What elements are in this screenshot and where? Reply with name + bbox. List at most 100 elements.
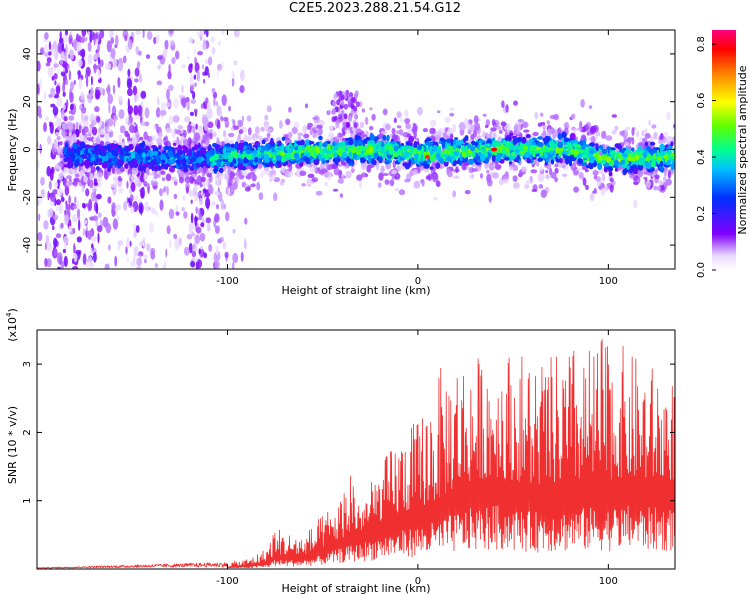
spectrogram-cell-1114 — [68, 131, 72, 137]
spectrogram-cell-551 — [144, 201, 149, 212]
spectrogram-cell-1743 — [344, 129, 351, 134]
spectrogram-cell-1320 — [371, 113, 376, 121]
spectrogram-cell-547 — [73, 242, 76, 254]
spectrogram-cell-2414 — [128, 173, 131, 178]
spectrogram-cell-1158 — [611, 130, 617, 135]
spectrogram-cell-2341 — [156, 127, 160, 133]
spectrogram-cell-1124 — [264, 114, 269, 121]
spectrogram-cell-1865 — [222, 130, 227, 138]
spectrogram-cell-1008 — [359, 178, 363, 188]
spectrogram-cell-801 — [55, 233, 62, 239]
spectrogram-cell-358 — [167, 70, 172, 80]
spectrogram-cell-562 — [194, 215, 198, 227]
spectrogram-cell-2725 — [340, 109, 345, 116]
spectrogram-cell-2340 — [162, 187, 166, 193]
spectrogram-cell-2677 — [332, 100, 337, 107]
spectrogram-cell-1466 — [550, 172, 557, 179]
spectrogram-cell-2600 — [84, 167, 92, 173]
spectrogram-cell-1755 — [666, 111, 671, 121]
spectrogram-cell-4419 — [373, 136, 380, 141]
spectrogram-cell-126 — [85, 188, 90, 197]
spectrogram-cell-1678 — [260, 126, 265, 132]
spectrogram-cell-4634 — [106, 143, 111, 151]
spectrogram-cell-4474 — [265, 164, 271, 168]
spectrogram-cell-2279 — [482, 130, 486, 138]
spectrogram-cell-455 — [81, 30, 87, 37]
spectrogram-cell-770 — [136, 257, 142, 267]
spectrogram-cell-1107 — [601, 173, 606, 182]
spectrogram-cell-785 — [106, 84, 111, 96]
spectrogram-cell-2716 — [343, 113, 348, 120]
spectrogram-cell-2250 — [75, 173, 80, 178]
spectrogram-cell-636 — [80, 36, 86, 43]
spectrogram-cell-253 — [221, 94, 227, 106]
spectrogram-cell-1127 — [491, 172, 499, 179]
spectrogram-cell-189 — [202, 96, 205, 102]
spectrogram-cell-2613 — [228, 179, 233, 187]
spectrogram-cell-707 — [155, 34, 160, 44]
spectrogram-cell-2095 — [143, 175, 148, 180]
spectrogram-cell-1383 — [288, 106, 292, 113]
spectrogram-cell-1267 — [225, 124, 229, 128]
spectrogram-cell-777 — [217, 238, 223, 244]
spectrogram-cell-1780 — [176, 136, 180, 146]
spectrogram-cell-671 — [240, 69, 245, 82]
spectrogram-cell-2471 — [337, 132, 343, 138]
spectrogram-cell-2272 — [127, 120, 131, 126]
spectrogram-cell-670 — [107, 93, 113, 105]
spectrogram-cell-365 — [203, 78, 206, 84]
spectrogram-cell-834 — [90, 247, 93, 256]
spectrogram-cell-397 — [48, 51, 52, 56]
spectrogram-cell-2731 — [353, 122, 358, 129]
spectrogram-cell-2928 — [525, 134, 531, 139]
spectrogram-cell-2255 — [141, 121, 146, 127]
spectrogram-cell-180 — [130, 181, 136, 193]
spectrogram-cell-4945 — [572, 143, 578, 147]
spectrogram-cell-234 — [205, 217, 211, 224]
spectrogram-cell-799 — [175, 211, 180, 216]
spectrogram-cell-708 — [85, 203, 90, 208]
spectrogram-cell-63 — [232, 228, 236, 234]
spectrogram-cell-338 — [188, 37, 194, 44]
spectrogram-cell-2225 — [132, 134, 137, 143]
spectrogram-cell-3835 — [637, 146, 643, 153]
spectrogram-cell-982 — [159, 110, 166, 116]
spectrogram-cell-323 — [157, 64, 161, 70]
spectrogram-cell-2036 — [216, 137, 220, 146]
spectrogram-cell-968 — [68, 110, 74, 114]
spectrogram-cell-536 — [38, 213, 41, 222]
spectrogram-cell-2382 — [299, 170, 307, 177]
spectrogram-cell-912 — [398, 189, 406, 196]
spectrogram-cell-1856 — [623, 133, 627, 142]
spectrogram-cell-485 — [45, 234, 50, 246]
spectrogram-cell-412 — [134, 176, 139, 187]
spectrogram-cell-3056 — [499, 159, 505, 164]
spectrogram-cell-2374 — [377, 182, 382, 188]
spectrogram-cell-4573 — [452, 159, 457, 166]
spectrogram-cell-249 — [62, 81, 66, 93]
spectrogram-cell-978 — [55, 132, 60, 136]
spectrogram-cell-4855 — [199, 150, 205, 155]
spectrogram-cell-750 — [53, 214, 59, 221]
spectrogram-cell-2 — [217, 63, 222, 71]
spectrogram-cell-2145 — [404, 118, 411, 124]
spectrogram-cell-845 — [195, 206, 198, 214]
spectrogram-cell-2212 — [389, 179, 395, 187]
spectrogram-cell-1206 — [361, 108, 366, 113]
spectrogram-cell-1035 — [273, 192, 278, 202]
spectrogram-cell-2497 — [172, 115, 180, 123]
spectrogram-cell-4638 — [230, 143, 235, 148]
spectrogram-cell-2456 — [513, 100, 518, 106]
spectrogram-cell-1763 — [404, 109, 409, 118]
spectrogram-cell-787 — [210, 36, 215, 43]
spectrogram-cell-4335 — [117, 164, 122, 169]
spectrogram-cell-610 — [57, 69, 61, 75]
spectrogram-cell-2532 — [143, 180, 148, 186]
spectrogram-cell-456 — [52, 225, 55, 231]
spectrogram-cell-304 — [85, 36, 88, 42]
spectrogram-cell-3668 — [85, 163, 90, 169]
spectrogram-cell-69 — [168, 63, 171, 74]
spectrogram-cell-709 — [99, 30, 105, 39]
spectrogram-cell-4002 — [512, 138, 518, 145]
spectrogram-cell-4825 — [651, 148, 658, 154]
